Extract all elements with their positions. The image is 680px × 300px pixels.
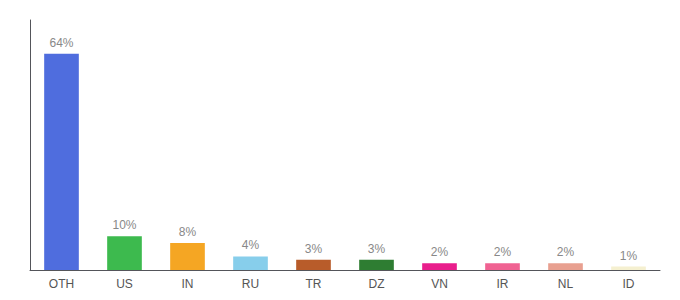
- svg-text:64%: 64%: [49, 36, 73, 50]
- svg-text:DZ: DZ: [369, 277, 385, 291]
- svg-text:2%: 2%: [431, 245, 449, 259]
- svg-text:1%: 1%: [620, 249, 638, 263]
- svg-text:10%: 10%: [112, 218, 136, 232]
- svg-text:OTH: OTH: [49, 277, 74, 291]
- svg-text:NL: NL: [558, 277, 574, 291]
- svg-text:2%: 2%: [557, 245, 575, 259]
- svg-text:TR: TR: [306, 277, 322, 291]
- svg-text:IR: IR: [497, 277, 509, 291]
- svg-text:2%: 2%: [494, 245, 512, 259]
- svg-text:4%: 4%: [242, 238, 260, 252]
- svg-text:VN: VN: [431, 277, 448, 291]
- svg-text:3%: 3%: [305, 242, 323, 256]
- svg-text:IN: IN: [182, 277, 194, 291]
- svg-text:US: US: [116, 277, 133, 291]
- svg-text:ID: ID: [623, 277, 635, 291]
- svg-text:8%: 8%: [179, 225, 197, 239]
- svg-text:RU: RU: [242, 277, 259, 291]
- svg-text:3%: 3%: [368, 242, 386, 256]
